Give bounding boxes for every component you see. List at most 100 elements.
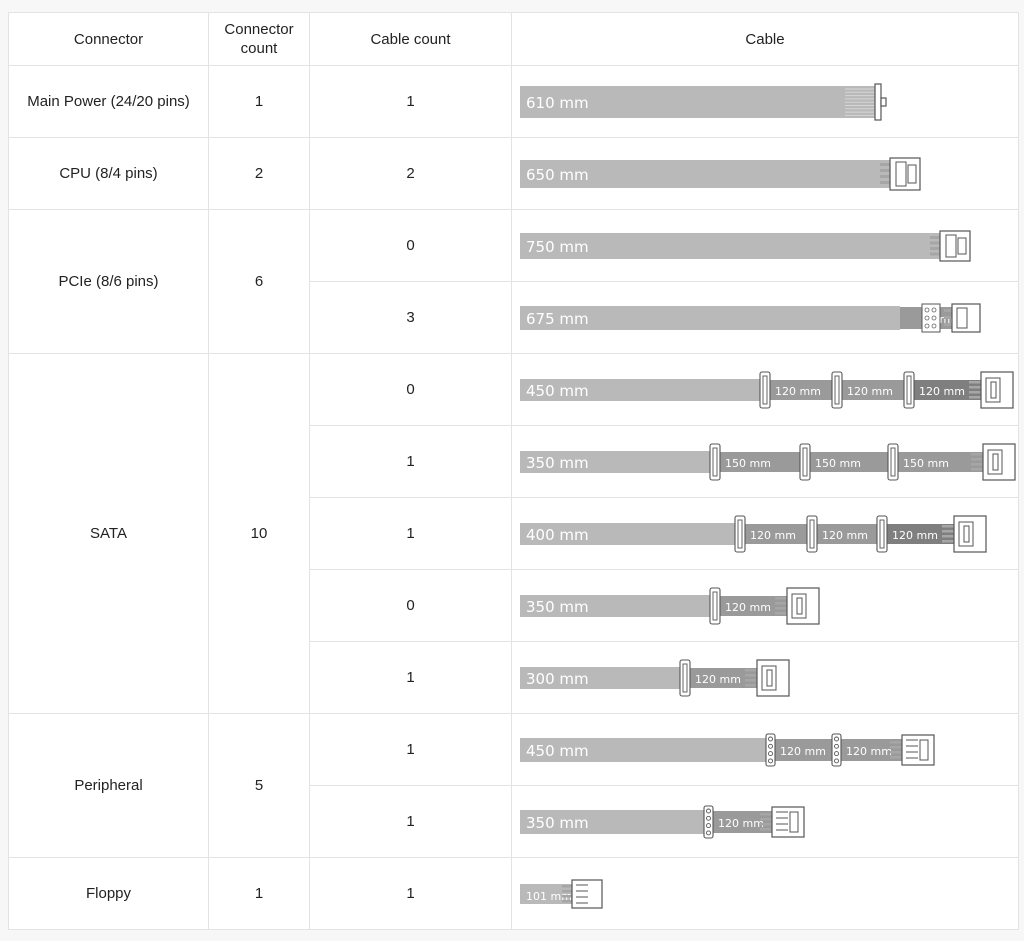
molex-tap-icon <box>765 733 776 767</box>
cable-diagram: 400 mm 120 mm 120 mm 120 mm <box>520 515 987 553</box>
molex-tap-icon <box>831 733 842 767</box>
cable-spec-table: Connector Connector count Cable count Ca… <box>8 12 1019 930</box>
table-row: CPU (8/4 pins) 2 2 650 mm <box>8 137 1019 210</box>
cable-count: 1 <box>309 857 512 930</box>
molex-tap-icon <box>703 805 714 839</box>
cable-diagram-cell: 300 mm 120 mm <box>511 641 1019 714</box>
header-row: Connector Connector count Cable count Ca… <box>8 12 1019 66</box>
segment-length-label: 120 mm <box>725 601 771 614</box>
sata-tap-icon <box>887 443 899 481</box>
cable-length-label: 450 mm <box>526 742 589 760</box>
connector-name: Main Power (24/20 pins) <box>8 65 209 138</box>
cable-main-segment <box>520 451 715 473</box>
segment-length-label: 120 mm <box>775 385 821 398</box>
connector-name: SATA <box>8 353 209 714</box>
table-row: Main Power (24/20 pins) 1 1 610 mm <box>8 65 1019 138</box>
segment-length-label: 120 mm <box>919 385 965 398</box>
sata-tap-icon <box>903 371 915 409</box>
cable-diagram: 450 mm 120 mm 120 mm 120 mm <box>520 371 1014 409</box>
cable-length-label: 400 mm <box>526 526 589 544</box>
cable-diagram-cell: 650 mm <box>511 137 1019 210</box>
table-body: Main Power (24/20 pins) 1 1 610 mm CPU (8/4 … <box>8 65 1019 930</box>
cable-length-label: 750 mm <box>526 238 589 256</box>
connector-count: 1 <box>208 65 310 138</box>
header-cable: Cable <box>511 12 1019 66</box>
cable-main-segment <box>520 86 875 118</box>
segment-length-label: 120 mm <box>892 529 938 542</box>
sata-tap-icon <box>679 659 691 697</box>
cable-length-label: 101 mm <box>526 890 572 903</box>
cable-main-segment <box>520 379 765 401</box>
table-row: 1 350 mm 150 mm 150 mm 150 mm <box>9 425 1019 498</box>
sata-tap-icon <box>709 443 721 481</box>
header-connector-count-line1: Connector <box>224 21 294 38</box>
cable-length-label: 675 mm <box>526 310 589 328</box>
molex-connector-icon <box>760 806 805 838</box>
pcie-connector-icon <box>930 230 971 262</box>
sata-tap-icon <box>876 515 888 553</box>
cable-segment <box>708 811 772 833</box>
cable-diagram: 450 mm 120 mm 120 mm <box>520 733 935 767</box>
table-row: Peripheral 5 1 450 mm 120 mm 120 mm <box>8 713 1019 858</box>
cable-count: 0 <box>309 209 512 282</box>
cable-segment <box>836 739 902 761</box>
cable-segment <box>770 739 836 761</box>
sata-tap-icon <box>709 587 721 625</box>
sata-tap-icon <box>831 371 843 409</box>
header-connector-count-line2: count <box>240 40 278 57</box>
segment-length-label: 120 mm <box>780 745 826 758</box>
sata-tap-icon <box>806 515 818 553</box>
cable-segment <box>685 668 757 688</box>
cable-diagram: 300 mm 120 mm <box>520 659 790 697</box>
sata-connector-icon <box>942 515 987 553</box>
floppy-connector-icon <box>562 879 603 909</box>
segment-length-label: 150 mm <box>725 457 771 470</box>
cable-segment <box>740 524 812 544</box>
cable-count: 0 <box>309 353 512 426</box>
table-row: 1 300 mm 120 mm <box>9 641 1019 714</box>
sata-connector-icon <box>971 443 1016 481</box>
cable-main-segment <box>520 738 770 762</box>
connector-name: CPU (8/4 pins) <box>8 137 209 210</box>
cable-segment <box>812 524 882 544</box>
sata-connector-icon <box>775 587 820 625</box>
connector-count: 2 <box>208 137 310 210</box>
segment-length-label: 150 mm <box>903 457 949 470</box>
table-row: SATA 10 0 450 mm 120 mm 120 mm 120 mm <box>8 353 1019 714</box>
segment-length-label: 120 mm <box>847 385 893 398</box>
cable-length-label: 450 mm <box>526 382 589 400</box>
cable-length-label: 350 mm <box>526 814 589 832</box>
header-cable-count: Cable count <box>309 12 512 66</box>
table-row: 1 350 mm 120 mm <box>9 785 1019 858</box>
cable-segment <box>837 380 909 400</box>
connector-count: 5 <box>208 713 310 858</box>
table-row: 0 350 mm 120 mm <box>9 569 1019 642</box>
cable-diagram-cell: 101 mm <box>511 857 1019 930</box>
molex-connector-icon <box>890 734 935 766</box>
cable-diagram: 350 mm 120 mm <box>520 587 820 625</box>
segment-length-label: 120 mm <box>846 745 892 758</box>
connector-name: Floppy <box>8 857 209 930</box>
connector-name: PCIe (8/6 pins) <box>8 209 209 354</box>
sata-tap-icon <box>799 443 811 481</box>
cable-diagram-cell: 750 mm <box>511 209 1019 282</box>
cable-diagram-cell: 350 mm 150 mm 150 mm 150 mm <box>511 425 1019 498</box>
header-connector: Connector <box>8 12 209 66</box>
segment-length-label: 150 mm <box>815 457 861 470</box>
cable-count: 2 <box>309 137 512 210</box>
cable-diagram-cell: 350 mm 120 mm <box>511 569 1019 642</box>
segment-length-label: 120 mm <box>718 817 764 830</box>
cable-length-label: 350 mm <box>526 454 589 472</box>
cable-count: 1 <box>309 65 512 138</box>
cable-segment <box>882 524 954 544</box>
pcie-dual-connector-icon <box>921 303 981 333</box>
cable-count: 1 <box>309 785 512 858</box>
cable-diagram: 650 mm <box>520 157 921 191</box>
cable-diagram: 750 mm <box>520 230 971 262</box>
sata-connector-icon <box>969 371 1014 409</box>
segment-length-label: 120 mm <box>695 673 741 686</box>
cable-diagram: 350 mm 150 mm 150 mm 150 mm <box>520 443 1016 481</box>
sata-tap-icon <box>734 515 746 553</box>
cable-diagram-cell: 350 mm 120 mm <box>511 785 1019 858</box>
cable-segment <box>715 596 787 616</box>
